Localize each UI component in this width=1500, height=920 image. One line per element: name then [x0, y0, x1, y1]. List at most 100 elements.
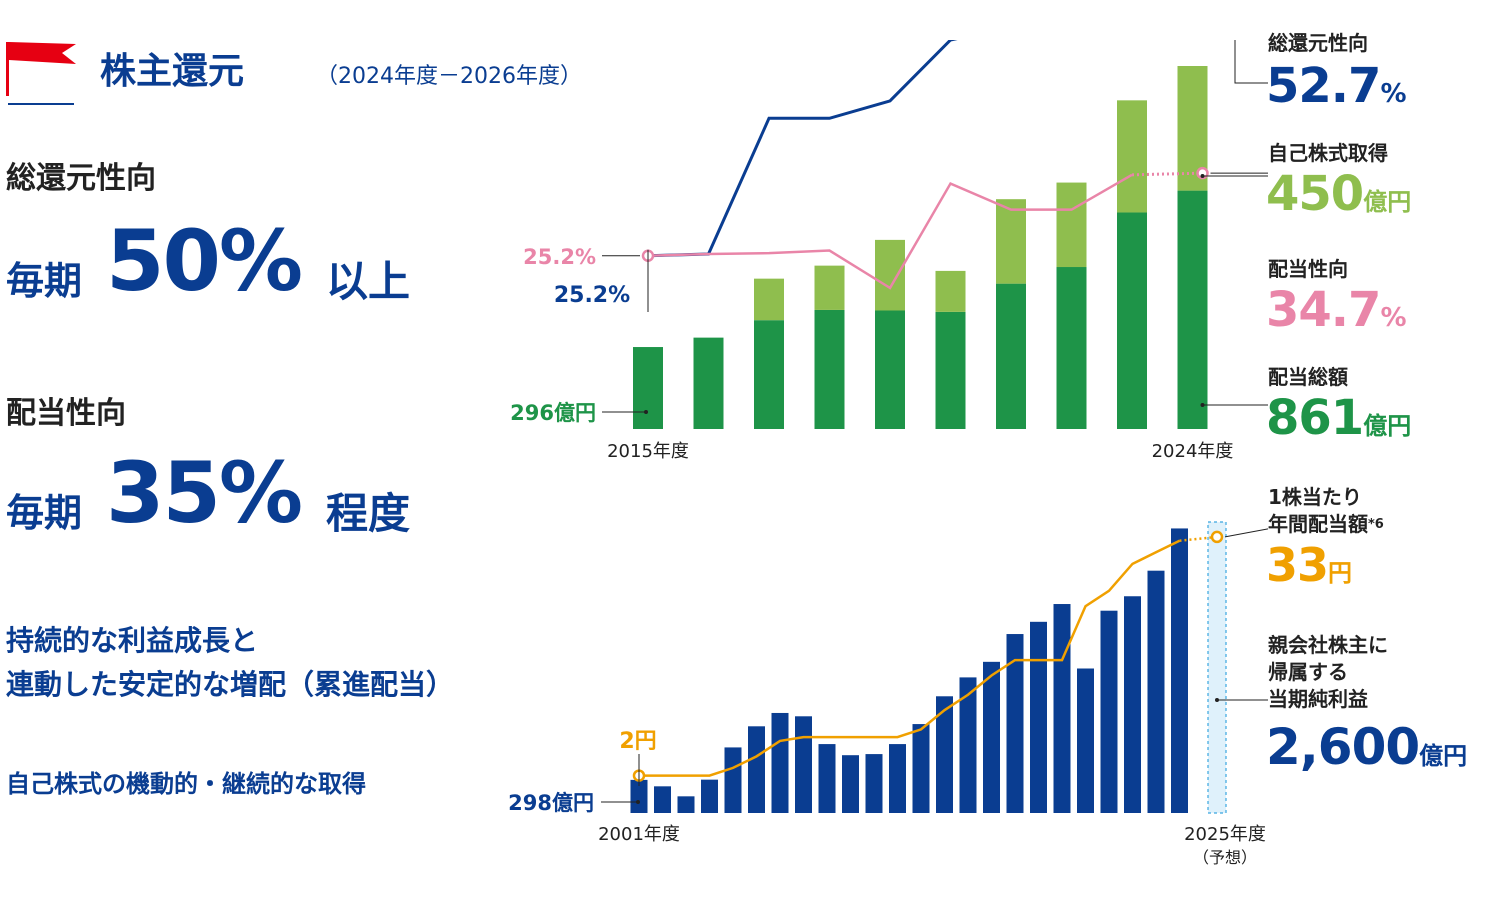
dividends-latest-unit: 億円	[1363, 412, 1412, 440]
net-income-bar	[959, 677, 977, 813]
net-income-bar	[771, 712, 789, 813]
net-income-bar	[889, 744, 906, 813]
payout-latest-unit: %	[1380, 303, 1407, 333]
buyback-bar	[996, 199, 1026, 284]
net-income-bar	[818, 744, 836, 813]
dps-leader	[1224, 528, 1269, 538]
net-income-start-dot	[636, 800, 640, 804]
net-income-bar	[1100, 610, 1118, 813]
net-income-bar	[842, 755, 859, 813]
net-income-bar	[630, 779, 648, 813]
payout-suffix: 程度	[326, 489, 411, 538]
dividends-latest: 861億円	[1266, 390, 1411, 446]
buyback-bar	[935, 270, 966, 312]
dividend-policy-line1: 持続的な利益成長と	[6, 624, 259, 657]
dps-projection	[1179, 535, 1218, 542]
dividend-bar	[1117, 212, 1147, 429]
total-return-latest: 52.7%	[1266, 58, 1407, 114]
payout-label: 配当性向	[6, 396, 126, 431]
buyback-latest-title: 自己株式取得	[1268, 141, 1388, 165]
dps-line	[639, 539, 1181, 777]
net-income-latest-value: 2,600	[1266, 718, 1420, 776]
net-income-bar	[1006, 634, 1024, 813]
net-income-latest-title-3: 当期純利益	[1268, 687, 1368, 711]
dps-latest: 33円	[1266, 538, 1352, 592]
dividend-policy-line2: 連動した安定的な増配（累進配当）	[6, 668, 455, 701]
net-income-latest: 2,600億円	[1266, 718, 1467, 776]
forecast-bar	[1207, 521, 1227, 814]
payout-latest-value: 34.7	[1266, 282, 1381, 338]
x-end-label: 2025年度	[1184, 824, 1266, 845]
net-income-bar	[1077, 668, 1094, 813]
x-start-label: 2001年度	[598, 824, 680, 845]
net-income-bar	[983, 661, 1000, 813]
total-return-prefix: 毎期	[6, 259, 83, 303]
returns-chart: 25.2% 25.2% 296億円 2015年度 2024年度	[510, 40, 1268, 462]
total-return-label: 総還元性向	[6, 161, 156, 196]
total-return-leader	[1234, 40, 1268, 84]
title-underline	[8, 103, 74, 105]
dps-latest-title-1: 1株当たり	[1268, 485, 1362, 509]
buyback-policy: 自己株式の機動的・継続的な取得	[6, 770, 366, 798]
payout-latest-title: 配当性向	[1268, 257, 1348, 281]
dividend-bar	[996, 283, 1026, 429]
x-start-label: 2015年度	[607, 441, 689, 462]
net-income-start-label: 298億円	[508, 791, 594, 815]
dps-start-label: 2円	[619, 729, 656, 754]
buyback-bar	[1056, 182, 1087, 268]
total-return-latest-value: 52.7	[1266, 58, 1381, 114]
flag-icon	[6, 42, 76, 96]
net-income-bar	[654, 786, 671, 813]
dividends-start-label: 296億円	[510, 401, 596, 425]
net-income-latest-title-1: 親会社株主に	[1268, 633, 1388, 657]
net-income-bar	[724, 747, 742, 813]
dividends-start-dot	[644, 410, 648, 414]
dps-latest-unit: 円	[1328, 559, 1353, 587]
dividend-bar	[693, 337, 724, 429]
total-return-line	[647, 40, 958, 258]
dividend-bar	[633, 347, 663, 429]
dividend-bar	[814, 309, 845, 429]
net-income-bar	[795, 716, 812, 813]
buyback-bar	[814, 265, 845, 310]
total-return-latest-title: 総還元性向	[1268, 31, 1368, 55]
dividend-bar	[935, 311, 966, 429]
buyback-latest-unit: 億円	[1363, 188, 1412, 216]
net-income-bar	[677, 796, 695, 813]
net-income-latest-title-2: 帰属する	[1268, 660, 1348, 684]
x-end-label: 2024年度	[1152, 441, 1234, 462]
total-return-suffix: 以上	[326, 257, 411, 306]
buyback-bar	[875, 239, 905, 311]
buyback-latest-value: 450	[1266, 166, 1364, 222]
net-income-bar	[1147, 570, 1165, 813]
payout-line	[647, 173, 1133, 290]
net-income-bar	[1124, 596, 1141, 813]
dividend-bar	[754, 320, 784, 429]
net-income-bar	[1171, 528, 1188, 813]
section-title: 株主還元	[100, 51, 245, 92]
total-return-start-label: 25.2%	[554, 283, 630, 308]
total-return-latest-unit: %	[1380, 79, 1407, 109]
net-income-latest-unit: 億円	[1419, 742, 1468, 770]
payout-line-projection	[1131, 171, 1203, 177]
dividend-bar	[1056, 267, 1087, 429]
dividend-bar	[1177, 190, 1208, 429]
dps-note: *6	[1368, 517, 1384, 532]
section-period: （2024年度－2026年度）	[316, 64, 582, 89]
buyback-bar	[1117, 100, 1147, 213]
net-income-bar	[748, 726, 765, 813]
dividends-latest-value: 861	[1266, 390, 1364, 446]
net-income-bar	[912, 724, 930, 813]
payout-prefix: 毎期	[6, 491, 83, 535]
net-income-bar	[865, 754, 883, 813]
dividends-latest-title: 配当総額	[1268, 365, 1348, 389]
payout-start-label: 25.2%	[523, 245, 596, 269]
payout-latest: 34.7%	[1266, 282, 1407, 338]
dps-latest-title-2-text: 年間配当額	[1268, 512, 1368, 536]
x-end-sublabel: （予想）	[1193, 848, 1257, 867]
dividend-bar	[875, 310, 905, 429]
dps-latest-title-2: 年間配当額*6	[1268, 511, 1384, 538]
payout-value: 35%	[106, 444, 303, 542]
net-income-bar	[936, 696, 953, 813]
